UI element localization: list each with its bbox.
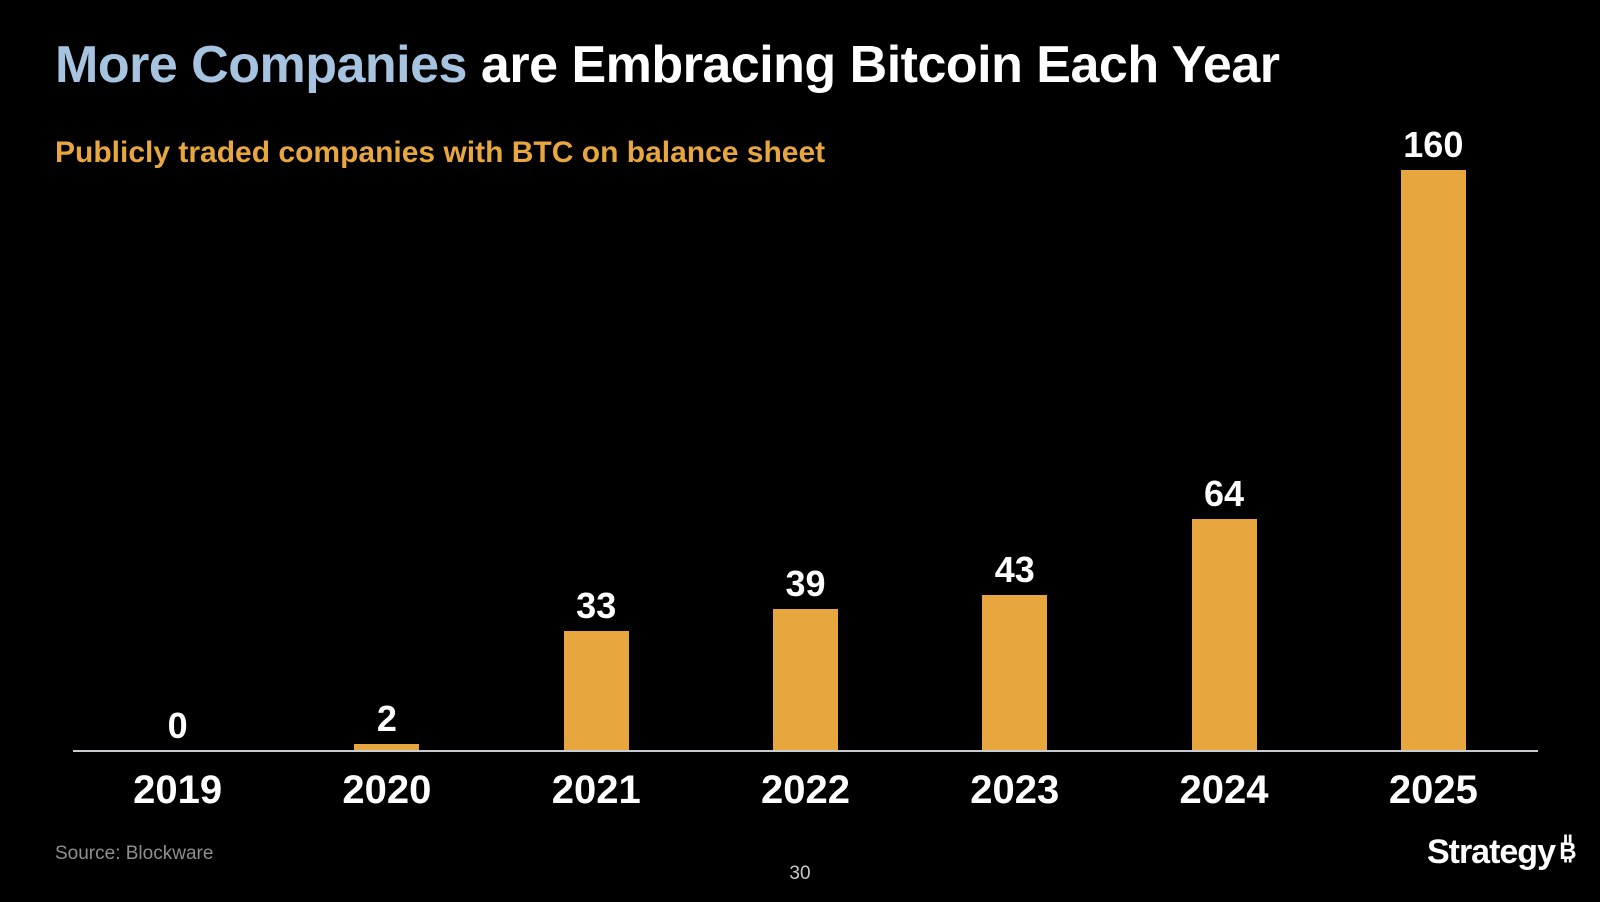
page-title: More Companies are Embracing Bitcoin Eac… bbox=[55, 36, 1280, 96]
bar-2023 bbox=[982, 595, 1048, 751]
title-rest: are Embracing Bitcoin Each Year bbox=[466, 36, 1280, 94]
x-axis-tick-labels: 2019 2020 2021 2022 2023 2024 2025 bbox=[73, 766, 1538, 814]
x-tick-2023: 2023 bbox=[970, 768, 1060, 812]
title-highlight: More Companies bbox=[55, 36, 467, 94]
bar-value-label-2020: 2 bbox=[376, 698, 397, 739]
x-tick-2020: 2020 bbox=[342, 768, 432, 812]
bitcoin-b-icon: B bbox=[1559, 834, 1577, 863]
bar-value-label-2024: 64 bbox=[1204, 473, 1245, 514]
x-tick-2019: 2019 bbox=[133, 768, 223, 812]
bar-value-label-2021: 33 bbox=[576, 585, 617, 626]
svg-text:B: B bbox=[1559, 838, 1576, 863]
page-number: 30 bbox=[789, 863, 811, 884]
chart-plot-area: 0 2 33 39 43 64 160 bbox=[73, 0, 1538, 751]
bar-2021 bbox=[563, 631, 629, 751]
bar-value-label-2019: 0 bbox=[167, 705, 188, 746]
page-subtitle: Publicly traded companies with BTC on ba… bbox=[55, 136, 826, 169]
x-tick-2024: 2024 bbox=[1179, 768, 1269, 812]
source-note: Source: Blockware bbox=[55, 843, 214, 864]
bar-column-2021: 33 bbox=[492, 588, 701, 751]
bar-value-label-2023: 43 bbox=[994, 549, 1035, 590]
bar-2020 bbox=[354, 744, 420, 751]
strategy-logo: Strategy B bbox=[1426, 833, 1578, 871]
bar-column-2024: 64 bbox=[1119, 476, 1328, 751]
bar-column-2020: 2 bbox=[282, 701, 491, 751]
bar-2025 bbox=[1400, 170, 1466, 751]
bar-2024 bbox=[1191, 519, 1257, 751]
bar-column-2019: 0 bbox=[73, 708, 282, 751]
bar-column-2025: 160 bbox=[1329, 127, 1538, 751]
bar-value-label-2022: 39 bbox=[785, 563, 826, 604]
bar-2022 bbox=[772, 609, 838, 751]
bar-value-label-2025: 160 bbox=[1403, 124, 1464, 165]
bar-column-2023: 43 bbox=[910, 552, 1119, 751]
x-axis-line bbox=[73, 750, 1538, 752]
x-tick-2021: 2021 bbox=[551, 768, 641, 812]
x-tick-2022: 2022 bbox=[760, 768, 850, 812]
x-tick-2025: 2025 bbox=[1388, 768, 1478, 812]
bar-column-2022: 39 bbox=[701, 566, 910, 751]
strategy-logo-text: Strategy bbox=[1426, 833, 1556, 871]
